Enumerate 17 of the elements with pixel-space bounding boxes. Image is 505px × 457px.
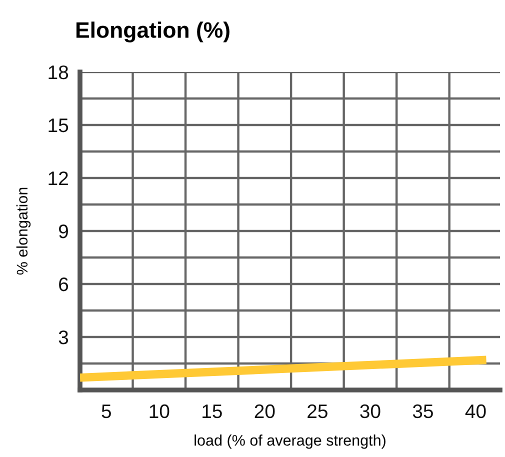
- x-tick-label: 35: [412, 404, 433, 418]
- chart-title: Elongation (%): [76, 22, 230, 42]
- x-tick-label: 30: [360, 404, 380, 418]
- x-tick-label: 10: [150, 404, 170, 418]
- y-tick-label: 6: [59, 277, 68, 292]
- x-axis-title: load (% of average strength): [194, 434, 386, 449]
- x-tick-label: 15: [202, 404, 222, 418]
- x-tick-label: 5: [102, 404, 111, 418]
- y-tick-label: 15: [48, 118, 68, 132]
- x-tick-label: 20: [254, 404, 275, 418]
- x-tick-label: 40: [465, 404, 486, 418]
- y-tick-label: 18: [48, 65, 68, 80]
- y-tick-label: 12: [48, 171, 68, 186]
- y-axis-title: % elongation: [16, 188, 31, 275]
- y-tick-label: 3: [58, 330, 68, 344]
- y-tick-label: 9: [58, 224, 68, 238]
- x-tick-label: 25: [308, 404, 328, 418]
